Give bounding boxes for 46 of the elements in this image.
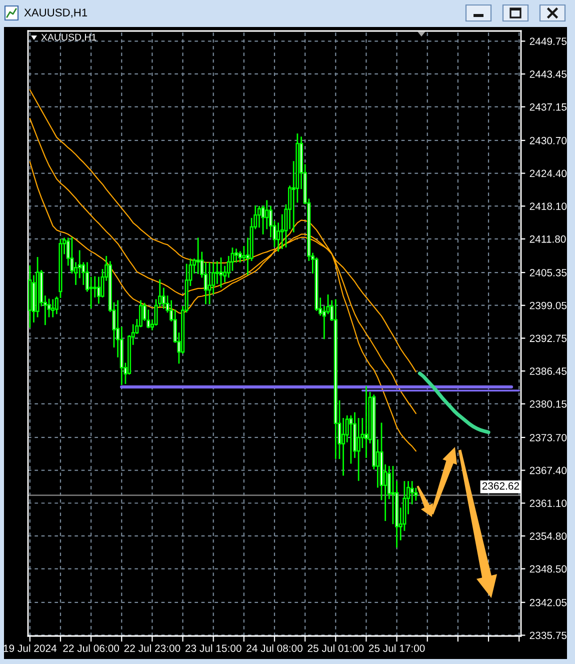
- candlestick: [51, 299, 55, 318]
- y-tick-label: 2335.75: [530, 632, 567, 640]
- y-tick-label: 2354.80: [530, 532, 567, 540]
- candlestick: [342, 418, 346, 476]
- y-tick-label: 2361.10: [530, 500, 567, 507]
- y-tick-label: 2373.70: [530, 434, 567, 442]
- candlestick: [196, 238, 200, 274]
- chart-subtitle: XAUUSD,H1: [41, 34, 96, 42]
- y-tick-label: 2392.75: [530, 334, 567, 342]
- x-tick-label: 25 Jul 17:00: [368, 644, 425, 652]
- candlestick: [391, 466, 395, 524]
- y-tick-label: 2437.15: [530, 103, 567, 111]
- line-series: [418, 372, 490, 434]
- ref-line-label: 2362.62: [482, 482, 519, 490]
- candlestick: [356, 418, 360, 481]
- y-tick-label: 2399.05: [530, 302, 567, 310]
- y-tick-label: 2367.40: [530, 466, 567, 474]
- y-tick-label: 2348.50: [530, 565, 567, 573]
- y-tick-label: 2386.45: [530, 368, 567, 375]
- candlestick: [219, 258, 223, 288]
- chart-title: XAUUSD,H1: [24, 8, 88, 18]
- candlestick: [349, 415, 353, 464]
- x-tick-label: 22 Jul 23:00: [124, 644, 180, 652]
- y-tick-label: 2342.05: [530, 598, 567, 606]
- y-tick-label: 2418.10: [530, 202, 567, 210]
- y-tick-label: 2430.70: [530, 136, 567, 144]
- x-tick-label: 25 Jul 01:00: [308, 644, 364, 652]
- candlestick: [96, 276, 100, 304]
- x-tick-label: 22 Jul 06:00: [63, 644, 120, 652]
- y-tick-label: 2411.80: [530, 235, 566, 243]
- candlestick: [93, 276, 97, 298]
- candlestick: [208, 262, 212, 304]
- y-tick-label: 2424.40: [530, 170, 567, 178]
- candlestick: [364, 386, 368, 458]
- y-tick-label: 2405.35: [530, 269, 567, 276]
- y-tick-label: 2443.45: [530, 70, 567, 78]
- x-tick-label: 19 Jul 2024: [4, 644, 57, 652]
- candlestick: [257, 206, 261, 228]
- x-tick-label: 23 Jul 15:00: [186, 644, 242, 652]
- y-tick-label: 2380.15: [530, 400, 567, 408]
- candlestick: [410, 481, 414, 504]
- candlestick: [242, 246, 246, 261]
- x-tick-label: 24 Jul 08:00: [246, 644, 302, 652]
- candlestick: [265, 200, 269, 230]
- candlestick: [162, 288, 166, 309]
- y-tick-label: 2449.75: [530, 38, 567, 46]
